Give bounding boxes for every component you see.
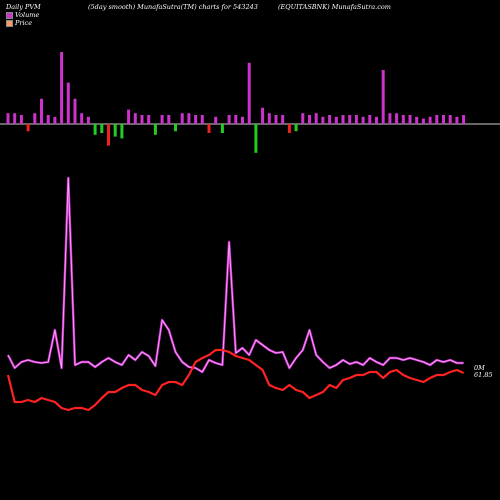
volume-bar <box>448 115 452 124</box>
volume-bar <box>254 124 258 153</box>
volume-bar <box>401 115 405 124</box>
volume-bar <box>100 124 104 133</box>
volume-bar <box>421 118 425 124</box>
volume-bar <box>375 116 378 124</box>
volume-bar <box>227 115 231 124</box>
volume-line-outer <box>6 176 464 374</box>
volume-bar <box>86 116 90 124</box>
volume-bar <box>287 124 291 133</box>
volume-bar <box>180 113 184 124</box>
volume-bar <box>153 124 157 135</box>
volume-bar <box>26 124 30 132</box>
volume-bar <box>234 115 238 124</box>
volume-bar <box>381 70 385 124</box>
legend-volume-swatch <box>6 11 13 19</box>
volume-bar <box>46 115 50 124</box>
volume-bar <box>220 124 224 133</box>
volume-bar <box>80 113 84 124</box>
volume-bar <box>267 113 271 124</box>
volume-bar <box>140 115 144 124</box>
volume-bar <box>274 115 278 124</box>
volume-bar <box>241 116 244 124</box>
volume-bar <box>415 116 419 124</box>
chart-title-right: (EQUITASBNK) MunafaSutra.com <box>278 3 391 11</box>
volume-bar <box>314 113 318 124</box>
volume-bar <box>160 115 164 124</box>
volume-line-inner <box>7 177 464 373</box>
volume-bar <box>354 115 358 124</box>
volume-bar <box>361 116 365 124</box>
volume-bar <box>334 116 338 124</box>
volume-bar <box>66 82 70 124</box>
legend-volume: Volume <box>6 11 39 19</box>
volume-bar <box>308 115 311 124</box>
chart-title-left: Daily PVM <box>6 3 41 11</box>
volume-bar <box>321 116 325 124</box>
volume-bar <box>328 115 332 124</box>
volume-bar <box>6 113 10 124</box>
volume-bar <box>13 113 17 124</box>
volume-bar <box>435 115 439 124</box>
volume-end-label: 0M <box>474 364 485 372</box>
volume-bar <box>33 113 37 124</box>
price-line <box>6 348 465 412</box>
volume-bar <box>214 116 218 124</box>
legend-volume-label: Volume <box>15 11 40 19</box>
volume-bar <box>207 124 211 133</box>
volume-bar <box>455 116 459 124</box>
volume-bar <box>442 115 445 124</box>
volume-bar <box>301 113 305 124</box>
volume-bar <box>388 113 392 124</box>
volume-bar <box>60 52 64 124</box>
volume-bar <box>368 115 372 124</box>
price-end-label: 61.85 <box>474 371 493 379</box>
volume-bar <box>348 115 352 124</box>
volume-bar <box>133 113 137 124</box>
volume-bar <box>462 115 466 124</box>
volume-bar <box>294 124 298 132</box>
legend-price-swatch <box>6 19 13 27</box>
volume-bar <box>107 124 110 146</box>
volume-bar <box>341 115 345 124</box>
volume-bar <box>428 116 432 124</box>
volume-bar <box>113 124 117 137</box>
volume-bar <box>73 98 77 124</box>
volume-bar <box>174 124 177 132</box>
volume-bar <box>93 124 97 135</box>
volume-bar <box>247 62 251 124</box>
legend-price: Price <box>6 19 32 27</box>
volume-bar <box>194 115 198 124</box>
legend-price-label: Price <box>15 19 33 27</box>
volume-bar <box>53 116 57 124</box>
volume-bar <box>200 115 204 124</box>
volume-bar <box>127 109 131 124</box>
volume-bar <box>120 124 124 139</box>
volume-bar <box>408 115 412 124</box>
volume-bar <box>187 113 191 124</box>
volume-bar <box>40 98 43 124</box>
volume-bar <box>261 107 265 124</box>
volume-bar <box>19 115 23 124</box>
volume-bar <box>395 113 399 124</box>
chart-title-middle: (5day smooth) MunafaSutra(TM) charts for… <box>88 3 258 11</box>
volume-bar <box>167 115 171 124</box>
volume-bar <box>147 115 151 124</box>
volume-bar <box>281 115 285 124</box>
